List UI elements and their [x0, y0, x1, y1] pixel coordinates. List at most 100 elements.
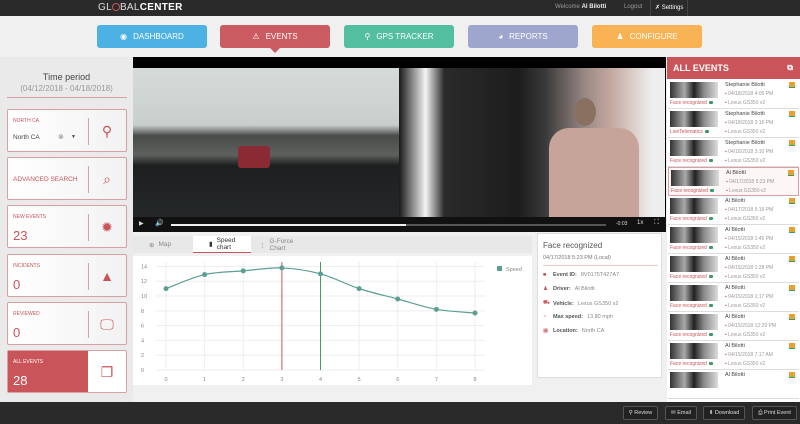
- nav-gps-tracker[interactable]: ⚲ GPS TRACKER: [344, 25, 454, 48]
- download-icon[interactable]: [789, 140, 795, 146]
- max-speed-row: ◔ Max speed: 13.80 mph: [543, 314, 613, 320]
- download-icon[interactable]: [789, 372, 795, 378]
- download-icon[interactable]: [789, 111, 795, 117]
- x-tick-label: 6: [396, 377, 399, 383]
- download-icon[interactable]: [789, 285, 795, 291]
- download-icon[interactable]: [789, 256, 795, 262]
- nav-configure[interactable]: ♟ CONFIGURE: [592, 25, 702, 48]
- incidents-card[interactable]: INCIDENTS 0 ▲: [7, 254, 127, 297]
- vehicle-name: Lexus GS350 v2: [725, 303, 765, 309]
- event-list-item[interactable]: Face recognized Al Bilotti 04/17/2018 5:…: [668, 167, 799, 196]
- copy-icon[interactable]: ⧉: [787, 63, 793, 72]
- nav-reports[interactable]: ◕ REPORTS: [468, 25, 578, 48]
- road-camera-view: [133, 68, 399, 218]
- vehicle-name: Lexus GS350 v2: [725, 361, 765, 367]
- play-icon[interactable]: ▶: [139, 221, 144, 227]
- event-list-item[interactable]: Face recognized Al Bilotti 04/15/2018 1:…: [668, 225, 799, 254]
- download-icon[interactable]: [789, 198, 795, 204]
- event-list-item[interactable]: Face recognized Al Bilotti 04/15/2018 12…: [668, 312, 799, 341]
- advanced-search-label[interactable]: ADVANCED SEARCH: [13, 176, 78, 183]
- event-thumbnail[interactable]: [670, 372, 718, 388]
- map-pin-icon: ⚲: [364, 32, 371, 41]
- speed-chart-panel: 0 2 4 6 8 10 12 14 0 1 2 3 4 5 6 7 8 Speed: [133, 256, 532, 385]
- download-icon[interactable]: [789, 227, 795, 233]
- new-events-card[interactable]: NEW EVENTS 23 ✹: [7, 205, 127, 248]
- event-thumbnail[interactable]: [671, 170, 719, 186]
- event-list-item[interactable]: Face recognized Stephanie Bilotti 04/18/…: [668, 138, 799, 167]
- x-tick-label: 1: [203, 377, 206, 383]
- tab-map[interactable]: ⊕ Map: [149, 241, 172, 249]
- event-thumbnail[interactable]: [670, 343, 718, 359]
- download-button[interactable]: ⬇ Download: [703, 406, 745, 420]
- settings-button[interactable]: ✗ Settings: [650, 0, 689, 16]
- dashboard-icon: ◉: [120, 32, 128, 41]
- driver-name: Stephanie Bilotti: [725, 140, 765, 146]
- event-thumbnail[interactable]: [670, 140, 718, 156]
- advanced-search-card[interactable]: ADVANCED SEARCH ⌕: [7, 157, 127, 200]
- event-thumbnail[interactable]: [670, 111, 718, 127]
- event-list-item[interactable]: Face recognized Al Bilotti 04/15/2018 1:…: [668, 283, 799, 312]
- warning-icon: ⚠: [252, 32, 260, 41]
- chevron-down-icon[interactable]: ▼: [71, 134, 76, 140]
- logout-link[interactable]: Logout: [624, 4, 643, 10]
- region-select[interactable]: North CA: [13, 134, 40, 141]
- nav-events[interactable]: ⚠ EVENTS: [220, 25, 330, 53]
- logo[interactable]: GL BALCENTER: [98, 2, 183, 13]
- email-button[interactable]: ✉ Email: [665, 406, 697, 420]
- location-row: ▦ Location: North CA: [543, 328, 605, 334]
- review-button[interactable]: ⚲ Review: [623, 406, 658, 420]
- speed-data-point: [240, 268, 246, 274]
- event-date: 04/18/2018 4:05 PM: [725, 91, 773, 97]
- top-bar: GL BALCENTER Welcome Al Bilotti Logout ✗ …: [0, 0, 800, 16]
- driver-name: Al Bilotti: [725, 285, 745, 291]
- video-player[interactable]: ▶ 🔊 -0:03 1x ⛶: [133, 57, 666, 232]
- tab-speed-chart[interactable]: ▮ Speed chart: [193, 236, 251, 253]
- region-filter-card: NORTH CA North CA ⊗ ▼ ⚲: [7, 109, 127, 152]
- time-period-range[interactable]: (04/12/2018 - 04/18/2018): [20, 84, 113, 93]
- volume-icon[interactable]: 🔊: [155, 220, 164, 227]
- reviewed-card[interactable]: REVIEWED 0 🖵: [7, 302, 127, 345]
- clear-icon[interactable]: ⊗: [58, 134, 64, 141]
- event-list-item[interactable]: Face recognized Stephanie Bilotti 04/18/…: [668, 80, 799, 109]
- search-icon[interactable]: ⌕: [103, 170, 111, 187]
- event-list-item[interactable]: Face recognized Al Bilotti 04/17/2018 5:…: [668, 196, 799, 225]
- all-events-card[interactable]: ALL EVENTS 28 ❐: [7, 350, 127, 393]
- event-list-item[interactable]: Face recognized Al Bilotti 04/15/2018 1:…: [668, 254, 799, 283]
- event-list-item[interactable]: Face recognized Al Bilotti 04/15/2018 7:…: [668, 341, 799, 370]
- warning-icon: ▲: [100, 268, 114, 284]
- event-type: Face recognized: [670, 216, 713, 222]
- cabin-camera-view: [399, 68, 665, 218]
- download-icon[interactable]: [789, 314, 795, 320]
- map-pin-icon[interactable]: ⚲: [101, 122, 113, 139]
- event-thumbnail[interactable]: [670, 256, 718, 272]
- fullscreen-icon[interactable]: ⛶: [654, 219, 659, 226]
- y-tick-label: 6: [141, 324, 144, 330]
- vehicle-name: Lexus GS350 v2: [725, 274, 765, 280]
- seek-bar[interactable]: [171, 224, 606, 226]
- event-list-item[interactable]: LiveTelematics Stephanie Bilotti 04/18/2…: [668, 109, 799, 138]
- time-period-title[interactable]: Time period: [42, 72, 91, 82]
- download-icon[interactable]: [788, 170, 794, 176]
- playback-rate-button[interactable]: 1x: [637, 220, 644, 226]
- event-thumbnail[interactable]: [670, 227, 718, 243]
- event-list-item[interactable]: Al Bilotti: [668, 370, 799, 399]
- nav-dashboard[interactable]: ◉ DASHBOARD: [97, 25, 207, 48]
- tab-g-force-chart[interactable]: ⋮ G-Force Chart: [259, 237, 294, 252]
- print-event-button[interactable]: ⎙ Print Event: [752, 406, 797, 420]
- download-icon[interactable]: [789, 82, 795, 88]
- event-date: 04/15/2018 1:28 PM: [725, 265, 773, 271]
- event-thumbnail[interactable]: [670, 314, 718, 330]
- tab-bar: ⊕ Map ▮ Speed chart ⋮ G-Force Chart: [133, 236, 532, 253]
- event-date: 04/17/2018 5:16 PM: [725, 207, 773, 213]
- driver-name: Al Bilotti: [725, 256, 745, 262]
- vehicle-name: Lexus GS350 v2: [725, 158, 765, 164]
- event-thumbnail[interactable]: [670, 82, 718, 98]
- speed-data-point: [395, 296, 401, 302]
- eye-icon: [708, 304, 713, 307]
- event-date: 04/15/2018 7:17 AM: [725, 352, 773, 358]
- download-icon[interactable]: [789, 343, 795, 349]
- event-thumbnail[interactable]: [670, 198, 718, 214]
- user-icon: ♟: [543, 286, 548, 292]
- event-thumbnail[interactable]: [670, 285, 718, 301]
- event-type: Face recognized: [670, 361, 713, 367]
